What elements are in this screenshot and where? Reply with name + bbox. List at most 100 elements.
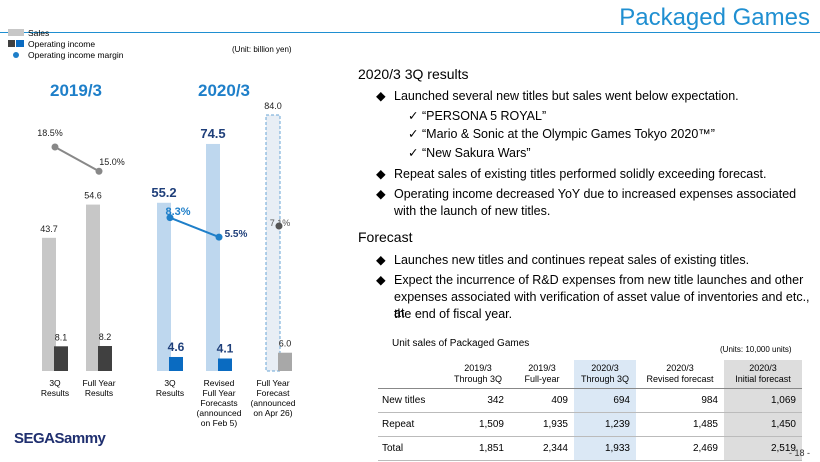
page-title: Packaged Games [619, 4, 810, 31]
title-rule [0, 32, 820, 33]
operating-income-value-label: 4.1 [217, 342, 234, 356]
operating-income-bar [278, 352, 292, 371]
margin-value-label: 15.0% [99, 157, 125, 167]
category-label: Revised [204, 378, 235, 388]
category-label: (announced [197, 408, 242, 418]
category-label: Results [156, 388, 184, 398]
unit-sales-table: 2019/3 Through 3Q 2019/3 Full-year 2020/3 T… [378, 360, 802, 461]
margin-value-label: 18.5% [37, 128, 63, 138]
margin-value-label: 7.1% [270, 218, 291, 228]
margin-value-label: 8.3% [165, 206, 190, 218]
table-cell: 2,344 [510, 436, 574, 461]
sales-value-label: 54.6 [84, 191, 102, 201]
operating-income-bar [54, 346, 68, 371]
header-cell: 2020/3 Revised forecast [636, 360, 724, 389]
table-cell: 1,069 [724, 388, 802, 413]
operating-income-value-label: 4.6 [168, 340, 185, 354]
margin-2019-point [51, 143, 59, 151]
table-cell: 342 [446, 388, 510, 413]
sales-bar [206, 143, 220, 371]
legend-marker-margin [13, 52, 19, 58]
category-label: Full Year [256, 378, 289, 388]
bullet-5: ◆ Expect the incurrence of R&D expenses f… [376, 273, 804, 287]
legend-label-oi: Operating income [28, 39, 95, 49]
header-blank [378, 360, 446, 389]
sales-bar [157, 202, 171, 371]
sega-sammy-logo: SEGASammy [14, 430, 106, 447]
table-cell: 1,485 [636, 412, 724, 437]
table-cell: 1,509 [446, 412, 510, 437]
category-label: Full Year [202, 388, 235, 398]
bullet-3: ◆ Operating income decreased YoY due to i… [376, 187, 797, 201]
operating-income-bar [218, 358, 232, 371]
table-cell: 1,239 [574, 412, 636, 437]
section-heading-results: 2020/3 3Q results [358, 66, 469, 82]
margin-2019-line [54, 146, 100, 173]
bullet-1: ◆ Launched several new titles but sales w… [376, 89, 739, 103]
operating-income-value-label: 8.1 [55, 332, 68, 342]
category-label: 3Q [49, 378, 61, 388]
category-label: 3Q [164, 378, 176, 388]
header-cell: 2019/3 Full-year [510, 360, 574, 389]
margin-value-label: 5.5% [225, 229, 248, 240]
margin-2020-point [215, 233, 223, 241]
page-number: - 18 - [788, 448, 810, 458]
group-label-2020: 2020/3 [198, 81, 250, 100]
bullet-4: ◆ Launches new titles and continues repea… [376, 253, 750, 267]
table-cell: 1,851 [446, 436, 510, 461]
check-item-3: ✓ “New Sakura Wars” [408, 146, 531, 160]
check-item-1: ✓ “PERSONA 5 ROYAL” [408, 109, 547, 123]
operating-income-bar [98, 346, 112, 371]
operating-income-value-label: 6.0 [279, 339, 292, 349]
row-label: Total [378, 436, 446, 461]
sales-bar [265, 114, 281, 372]
table-row: New titles 342 409 694 984 1,069 [378, 388, 802, 413]
table-cell: 409 [510, 388, 574, 413]
table-row: Total 1,851 2,344 1,933 2,469 2,519 [378, 436, 802, 461]
operating-income-bar [169, 356, 183, 371]
category-label: Forecast [256, 388, 290, 398]
table-header-row: 2019/3 Through 3Q 2019/3 Full-year 2020/3 T… [378, 360, 802, 389]
group-label-2019: 2019/3 [50, 81, 102, 100]
sales-bar [86, 204, 100, 371]
sales-value-label: 43.7 [40, 224, 58, 234]
table-cell: 694 [574, 388, 636, 413]
category-label: Results [85, 388, 113, 398]
sales-value-label: 55.2 [151, 185, 176, 200]
logo-text: SEGASammy [14, 430, 106, 447]
margin-forecast-point [275, 222, 283, 230]
table-cell: 2,469 [636, 436, 724, 461]
margin-2020-line [169, 216, 220, 239]
header-cell: 2020/3 Through 3Q [574, 360, 636, 389]
bullet-5-cont2: the end of fiscal year. [394, 307, 513, 321]
margin-2020-point [166, 214, 174, 222]
table-cell: 1,933 [574, 436, 636, 461]
sales-value-label: 84.0 [264, 101, 282, 111]
category-label: (announced [251, 398, 296, 408]
table-cell: 984 [636, 388, 724, 413]
legend-swatch-oi-blue [16, 40, 24, 47]
sales-value-label: 74.5 [200, 126, 225, 141]
category-label: on Apr 26) [253, 408, 292, 418]
legend-swatch-sales [8, 29, 24, 36]
header-cell: 2020/3 Initial forecast [724, 360, 802, 389]
legend-label-margin: Operating income margin [28, 50, 124, 60]
header-cell: 2019/3 Through 3Q [446, 360, 510, 389]
table-cell: 1,450 [724, 412, 802, 437]
bullet-2: ◆ Repeat sales of existing titles perform… [376, 167, 767, 181]
bullet-3-cont: with the launch of new titles. [394, 204, 551, 218]
table-row: Repeat 1,509 1,935 1,239 1,485 1,450 [378, 412, 802, 437]
category-label: on Feb 5) [201, 418, 238, 428]
legend-label-sales: Sales [28, 28, 49, 38]
category-label: Results [41, 388, 69, 398]
table-cell: 2,519 [724, 436, 802, 461]
unit-note: (Unit: billion yen) [232, 45, 292, 54]
unit-table-title: Unit sales of Packaged Games [392, 338, 530, 349]
bullet-5-cont1: expenses associated with verification of… [394, 290, 810, 320]
operating-income-value-label: 8.2 [99, 332, 112, 342]
category-label: Full Year [82, 378, 115, 388]
section-heading-forecast: Forecast [358, 229, 413, 245]
check-item-2: ✓ “Mario & Sonic at the Olympic Games Tok… [408, 127, 715, 141]
table-cell: 1,935 [510, 412, 574, 437]
